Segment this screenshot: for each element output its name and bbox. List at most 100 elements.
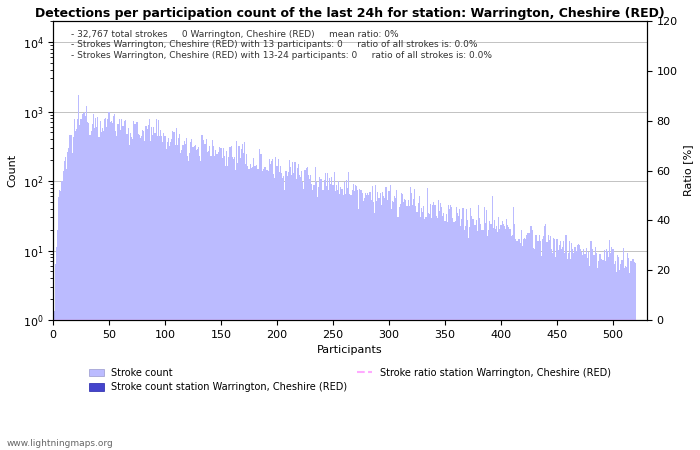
Bar bbox=[495, 229, 496, 450]
Bar bbox=[168, 139, 169, 450]
Title: Detections per participation count of the last 24h for station: Warrington, Ches: Detections per participation count of th… bbox=[35, 7, 665, 20]
Bar bbox=[562, 247, 564, 450]
Bar bbox=[251, 167, 252, 450]
Bar bbox=[438, 199, 439, 450]
Bar bbox=[288, 171, 289, 450]
Bar bbox=[214, 156, 215, 450]
Bar bbox=[523, 239, 524, 450]
Bar bbox=[239, 158, 241, 450]
Bar bbox=[410, 187, 411, 450]
Bar bbox=[542, 238, 543, 450]
Bar bbox=[83, 113, 84, 450]
Bar bbox=[375, 185, 376, 450]
Bar bbox=[132, 139, 133, 450]
Bar bbox=[160, 130, 161, 450]
Bar bbox=[583, 249, 584, 450]
Bar bbox=[600, 254, 601, 450]
Bar bbox=[466, 209, 467, 450]
Bar bbox=[443, 213, 444, 450]
Bar bbox=[196, 150, 197, 450]
Bar bbox=[302, 182, 303, 450]
Bar bbox=[327, 173, 328, 450]
Bar bbox=[450, 205, 452, 450]
Bar bbox=[478, 206, 480, 450]
Bar bbox=[162, 142, 163, 450]
Bar bbox=[289, 160, 290, 450]
Bar bbox=[130, 133, 131, 450]
Bar bbox=[387, 200, 388, 450]
Bar bbox=[298, 164, 299, 450]
Bar bbox=[544, 225, 545, 450]
Bar bbox=[590, 241, 592, 450]
Bar bbox=[503, 225, 504, 450]
Bar bbox=[102, 128, 103, 450]
Bar bbox=[215, 149, 216, 450]
Bar bbox=[360, 189, 362, 450]
Bar bbox=[564, 253, 566, 450]
Bar bbox=[222, 158, 223, 450]
Bar bbox=[279, 172, 280, 450]
Bar bbox=[244, 142, 245, 450]
Bar bbox=[346, 180, 347, 450]
Bar bbox=[325, 173, 326, 450]
Bar bbox=[516, 241, 517, 450]
Bar bbox=[615, 261, 616, 450]
Bar bbox=[208, 151, 209, 450]
Bar bbox=[189, 153, 190, 450]
Bar bbox=[354, 191, 355, 450]
Bar bbox=[161, 135, 162, 450]
Bar bbox=[108, 112, 110, 450]
Bar bbox=[357, 190, 358, 450]
Bar bbox=[607, 251, 608, 450]
Bar bbox=[103, 130, 104, 450]
Bar bbox=[617, 255, 618, 450]
Bar bbox=[342, 195, 344, 450]
Bar bbox=[309, 179, 310, 450]
Y-axis label: Count: Count bbox=[7, 154, 17, 187]
Bar bbox=[634, 262, 635, 450]
Bar bbox=[269, 159, 270, 450]
Bar bbox=[150, 141, 151, 450]
Bar bbox=[149, 119, 150, 450]
Bar bbox=[513, 207, 514, 450]
Bar bbox=[377, 192, 379, 450]
Bar bbox=[280, 166, 281, 450]
Bar bbox=[401, 193, 402, 450]
Bar bbox=[110, 122, 111, 450]
Bar bbox=[448, 205, 449, 450]
Bar bbox=[111, 121, 112, 450]
Bar bbox=[480, 224, 482, 450]
Bar bbox=[290, 166, 291, 450]
Bar bbox=[396, 190, 398, 450]
Bar bbox=[274, 178, 275, 450]
Bar bbox=[265, 166, 267, 450]
Bar bbox=[552, 253, 553, 450]
Bar bbox=[624, 268, 625, 450]
Bar bbox=[78, 95, 79, 450]
Bar bbox=[536, 235, 538, 450]
Bar bbox=[441, 207, 442, 450]
Bar bbox=[114, 114, 116, 450]
Bar bbox=[178, 138, 179, 450]
Bar bbox=[317, 197, 318, 450]
Bar bbox=[412, 205, 413, 450]
Bar bbox=[181, 149, 183, 450]
Bar bbox=[555, 257, 556, 450]
Bar bbox=[599, 254, 600, 450]
Bar bbox=[578, 244, 579, 450]
Bar bbox=[332, 185, 334, 450]
Bar bbox=[335, 191, 336, 450]
Bar bbox=[256, 165, 258, 450]
Bar bbox=[270, 164, 271, 450]
Bar bbox=[195, 145, 196, 450]
Bar bbox=[414, 189, 415, 450]
Bar bbox=[439, 211, 440, 450]
Bar bbox=[329, 179, 330, 450]
Bar bbox=[68, 148, 69, 450]
Bar bbox=[429, 214, 430, 450]
Bar bbox=[365, 193, 366, 450]
Bar bbox=[589, 266, 590, 450]
Bar bbox=[447, 222, 448, 450]
Bar bbox=[243, 153, 244, 450]
Bar bbox=[404, 199, 405, 450]
